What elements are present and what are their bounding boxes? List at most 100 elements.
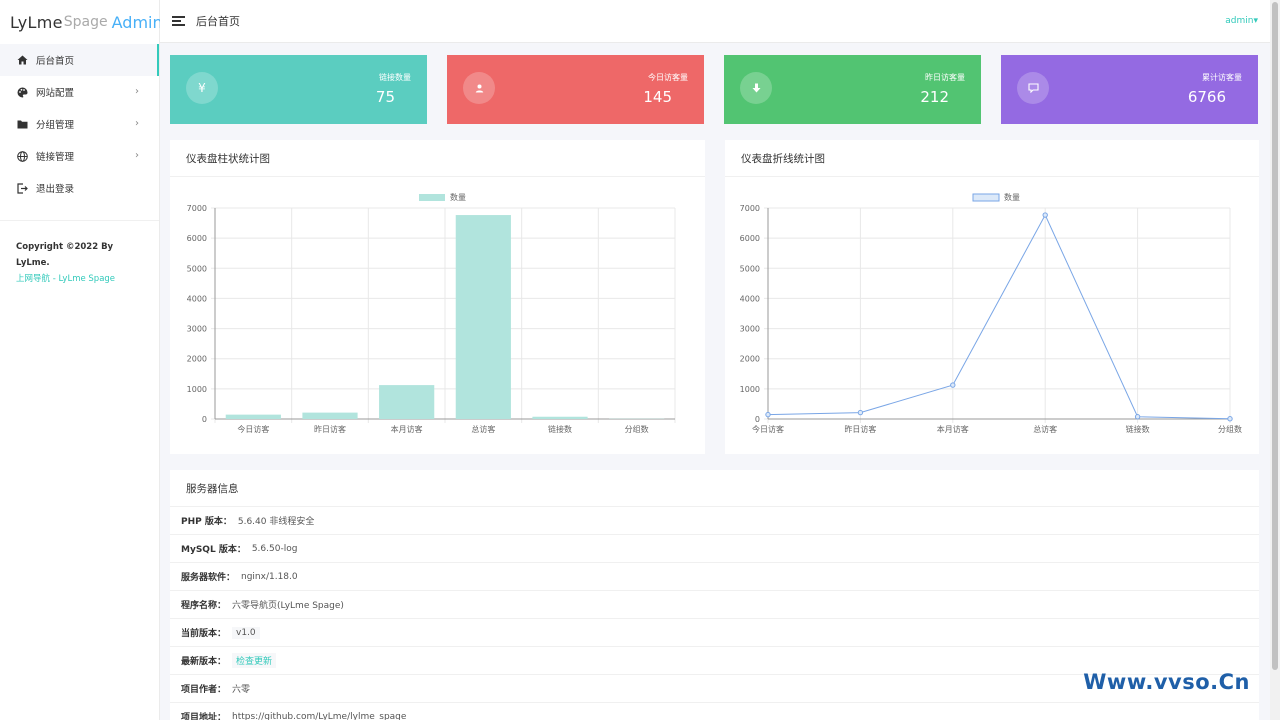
- check-update-link[interactable]: 检查更新: [232, 653, 277, 668]
- info-value: nginx/1.18.0: [241, 571, 298, 582]
- logo-text-spage: Spage: [63, 14, 108, 30]
- stat-value: 75: [375, 88, 395, 106]
- info-value: 六零: [232, 685, 251, 695]
- data-point: [765, 411, 771, 418]
- user-name: admin: [1225, 16, 1254, 26]
- page-title: 后台首页: [196, 15, 240, 28]
- sidebar-item-group-manage[interactable]: 分组管理 ›: [0, 108, 159, 140]
- sidebar-item-label: 链接管理: [36, 152, 75, 163]
- x-tick-label: 分组数: [1218, 424, 1242, 434]
- user-menu[interactable]: admin▾: [1225, 16, 1258, 26]
- panel-title: 服务器信息: [170, 470, 1259, 507]
- data-point: [950, 382, 956, 388]
- sidebar-item-label: 分组管理: [36, 120, 75, 131]
- y-tick-label: 6000: [740, 234, 760, 243]
- info-row-program-name: 程序名称： 六零导航页(LyLme Spage): [170, 591, 1259, 619]
- bar: [455, 215, 511, 419]
- legend-label: 数量: [1004, 192, 1020, 202]
- server-info-list: PHP 版本： 5.6.40 非线程安全 MySQL 版本： 5.6.50-log …: [170, 507, 1259, 720]
- info-row-server-software: 服务器软件： nginx/1.18.0: [170, 563, 1259, 591]
- y-tick-label: 0: [755, 415, 760, 424]
- y-tick-label: 4000: [740, 294, 760, 303]
- sidebar-nav: 后台首页 网站配置 › 分组管理 › 链接管理 ›: [0, 44, 159, 204]
- data-point: [1042, 212, 1048, 218]
- info-key: PHP 版本：: [181, 517, 232, 527]
- info-key: 程序名称：: [181, 601, 227, 611]
- menu-toggle-icon[interactable]: [172, 16, 186, 26]
- info-value: v1.0: [232, 626, 260, 639]
- caret-down-icon: ▾: [1253, 16, 1258, 26]
- y-tick-label: 7000: [740, 204, 760, 213]
- sidebar-item-logout[interactable]: 退出登录: [0, 172, 159, 204]
- chevron-right-icon: ›: [135, 86, 139, 97]
- info-key: 最新版本：: [181, 657, 227, 667]
- line-chart-panel: 仪表盘折线统计图 数量 0 1000 2000 3000 4000 5000 6000 7000…: [725, 140, 1259, 454]
- info-key: MySQL 版本：: [181, 545, 246, 555]
- stat-label: 今日访客量: [648, 73, 688, 82]
- info-row-mysql: MySQL 版本： 5.6.50-log: [170, 535, 1259, 563]
- download-icon: [740, 72, 772, 104]
- bar: [302, 412, 358, 419]
- server-info-panel: 服务器信息 PHP 版本： 5.6.40 非线程安全 MySQL 版本： 5.6.5…: [170, 470, 1259, 720]
- logo-text-admin: Admin: [111, 12, 163, 32]
- sidebar-item-link-manage[interactable]: 链接管理 ›: [0, 140, 159, 172]
- info-key: 项目地址：: [181, 713, 227, 720]
- top-header: 后台首页 admin▾: [160, 0, 1270, 43]
- app-logo[interactable]: LyLme Spage Admin: [0, 0, 163, 44]
- chevron-right-icon: ›: [135, 118, 139, 129]
- y-tick-label: 4000: [187, 294, 207, 303]
- palette-icon: [16, 86, 28, 98]
- y-tick-label: 3000: [187, 325, 207, 334]
- y-tick-label: 3000: [740, 325, 760, 334]
- y-tick-label: 5000: [740, 264, 760, 273]
- legend-swatch: [419, 194, 445, 201]
- chevron-right-icon: ›: [135, 150, 139, 161]
- info-value: 六零导航页(LyLme Spage): [232, 601, 344, 611]
- x-tick-label: 今日访客: [237, 424, 269, 434]
- y-tick-label: 1000: [740, 385, 760, 394]
- x-tick-label: 昨日访客: [844, 424, 876, 434]
- info-row-project-url: 项目地址： https://github.com/LyLme/lylme_spag…: [170, 703, 1259, 720]
- stat-label: 昨日访客量: [925, 73, 965, 82]
- stat-value: 6766: [1187, 88, 1226, 106]
- y-tick-label: 5000: [187, 264, 207, 273]
- info-key: 项目作者：: [181, 685, 227, 695]
- stat-card-today: 今日访客量 145: [447, 55, 704, 124]
- comment-icon: [1017, 72, 1049, 104]
- y-tick-label: 2000: [187, 355, 207, 364]
- series-line: [767, 213, 1231, 420]
- stat-value: 212: [920, 88, 949, 106]
- bar-chart-panel: 仪表盘柱状统计图 数量 0 1000 2000 3000 4000 5000 6000 7000…: [170, 140, 705, 454]
- data-point: [1227, 416, 1233, 422]
- panel-title: 仪表盘柱状统计图: [170, 140, 705, 177]
- yen-icon: ¥: [186, 72, 218, 104]
- footer-link[interactable]: 上网导航 - LyLme Spage: [16, 274, 116, 284]
- bar-chart: 数量 0 1000 2000 3000 4000 5000 6000 7000 今日访客 昨日访客 本…: [187, 192, 676, 434]
- x-tick-label: 分组数: [625, 424, 649, 434]
- page-scrollbar[interactable]: [1270, 0, 1280, 720]
- sidebar-item-label: 退出登录: [36, 184, 75, 195]
- sidebar-item-home[interactable]: 后台首页: [0, 44, 159, 76]
- x-tick-label: 总访客: [1033, 424, 1057, 434]
- scrollbar-thumb[interactable]: [1272, 2, 1278, 670]
- stat-value: 145: [643, 88, 672, 106]
- bar: [225, 414, 281, 419]
- sidebar-item-site-config[interactable]: 网站配置 ›: [0, 76, 159, 108]
- data-point: [857, 409, 864, 416]
- copyright-text: Copyright ©2022 By LyLme.: [16, 242, 114, 268]
- info-row-current-version: 当前版本： v1.0: [170, 619, 1259, 647]
- panel-title: 仪表盘折线统计图: [725, 140, 1259, 177]
- data-point: [1134, 414, 1141, 420]
- x-tick-label: 今日访客: [752, 424, 784, 434]
- info-key: 当前版本：: [181, 629, 227, 639]
- project-url-link[interactable]: https://github.com/LyLme/lylme_spage: [232, 711, 407, 720]
- user-icon: [463, 72, 495, 104]
- globe-icon: [16, 150, 28, 162]
- x-tick-label: 总访客: [471, 424, 495, 434]
- info-value: 5.6.40 非线程安全: [237, 517, 315, 527]
- info-value: 5.6.50-log: [251, 543, 298, 554]
- legend-label: 数量: [450, 192, 466, 202]
- bar: [532, 416, 588, 419]
- y-tick-label: 0: [202, 415, 207, 424]
- stat-card-total: 累计访客量 6766: [1001, 55, 1258, 124]
